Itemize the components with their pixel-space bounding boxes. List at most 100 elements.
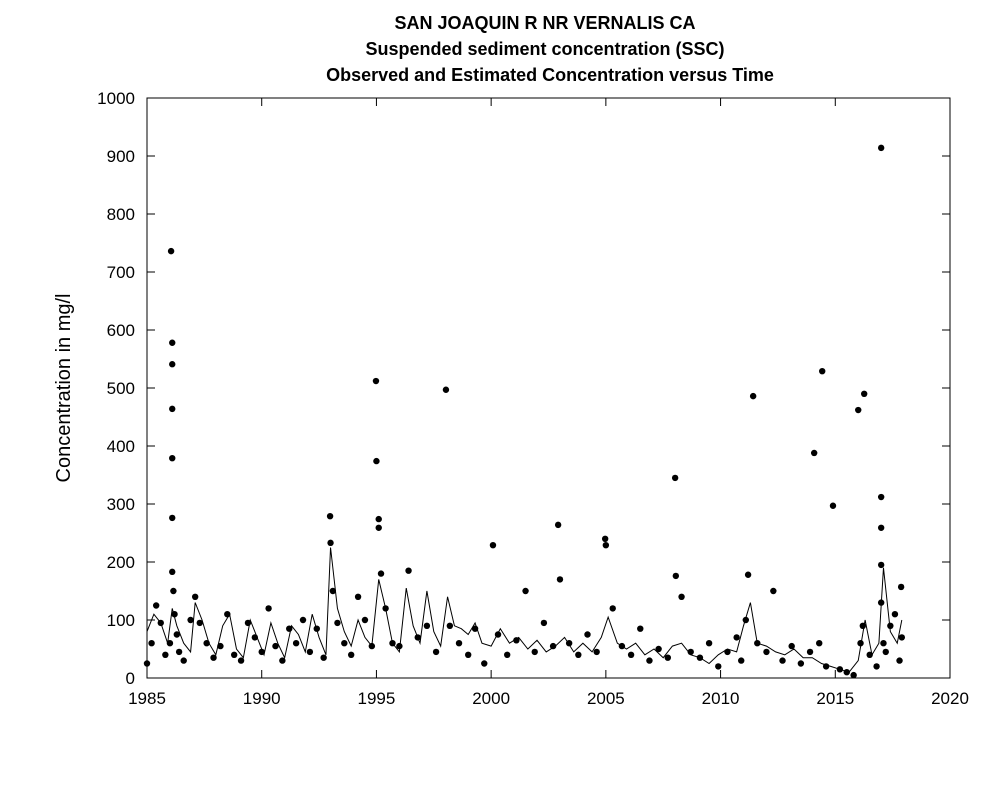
y-tick-label: 200 — [107, 553, 135, 572]
chart-subtitle: Observed and Estimated Concentration ver… — [326, 65, 774, 85]
observed-point — [877, 561, 885, 569]
observed-point — [347, 651, 355, 658]
observed-point — [279, 657, 286, 664]
x-tick-label: 2010 — [702, 689, 740, 708]
observed-point — [627, 651, 635, 658]
x-tick-label: 2005 — [587, 689, 625, 708]
observed-point — [593, 648, 600, 656]
observed-point — [857, 640, 864, 647]
observed-point — [169, 405, 176, 413]
x-tick-label: 1995 — [358, 689, 396, 708]
observed-point — [465, 651, 472, 658]
observed-point — [354, 593, 362, 600]
observed-point — [143, 660, 151, 667]
observed-point — [423, 622, 431, 629]
x-tick-label: 2000 — [472, 689, 510, 708]
observed-point — [880, 640, 887, 647]
observed-point — [265, 605, 272, 612]
y-tick-label: 300 — [107, 495, 135, 514]
observed-point — [196, 619, 203, 627]
y-tick-label: 1000 — [97, 89, 135, 108]
observed-point — [877, 524, 885, 531]
observed-point — [897, 583, 905, 591]
observed-point — [167, 247, 175, 255]
observed-point — [887, 622, 894, 629]
observed-point — [584, 631, 591, 638]
observed-point — [272, 642, 279, 650]
observed-point — [489, 541, 497, 549]
y-axis-label: Concentration in mg/l — [53, 294, 75, 483]
observed-point — [749, 392, 757, 400]
observed-point — [148, 640, 155, 647]
observed-point — [738, 657, 745, 664]
observed-point — [810, 449, 818, 457]
observed-point — [230, 651, 238, 658]
observed-point — [806, 648, 814, 656]
estimated-line — [146, 547, 903, 673]
observed-point — [372, 377, 380, 385]
observed-point — [556, 576, 564, 583]
observed-point — [575, 651, 582, 658]
observed-point — [788, 642, 795, 650]
observed-point — [850, 671, 857, 679]
observed-point — [733, 634, 740, 641]
observed-point — [299, 616, 307, 624]
observed-point — [898, 634, 906, 641]
observed-point — [162, 651, 169, 658]
observed-point — [169, 454, 176, 462]
observed-point — [877, 144, 885, 152]
observed-point — [237, 657, 245, 664]
chart-title: SAN JOAQUIN R NR VERNALIS CA — [394, 13, 695, 33]
y-tick-label: 800 — [107, 205, 135, 224]
observed-point — [320, 654, 327, 661]
observed-point — [744, 571, 752, 578]
observed-point — [169, 568, 176, 576]
x-tick-label: 2020 — [931, 689, 969, 708]
observed-point — [446, 622, 454, 629]
observed-point — [175, 648, 183, 656]
observed-point — [334, 619, 341, 627]
observed-point — [779, 657, 786, 664]
observed-point — [671, 474, 679, 482]
observed-point — [664, 654, 672, 661]
observed-point — [549, 642, 557, 650]
observed-point — [170, 587, 177, 595]
y-tick-label: 500 — [107, 379, 135, 398]
y-tick-label: 700 — [107, 263, 135, 282]
observed-point — [292, 640, 300, 647]
observed-point — [877, 493, 885, 501]
observed-point — [481, 660, 488, 667]
observed-point — [513, 637, 520, 644]
observed-point — [678, 593, 685, 600]
observed-point — [375, 524, 382, 531]
observed-point — [455, 640, 463, 647]
observed-point — [770, 587, 777, 595]
observed-point — [405, 567, 412, 574]
observed-point — [169, 339, 176, 346]
observed-point — [891, 611, 899, 618]
observed-point — [637, 625, 644, 632]
observed-point — [210, 654, 217, 661]
observed-point — [191, 593, 199, 600]
observed-point — [442, 386, 450, 393]
y-tick-label: 900 — [107, 147, 135, 166]
observed-point — [326, 512, 334, 520]
observed-point — [187, 616, 194, 624]
observed-point — [896, 657, 903, 664]
observed-point — [540, 619, 548, 627]
observed-point — [327, 539, 334, 547]
y-tick-label: 600 — [107, 321, 135, 340]
observed-point — [602, 541, 610, 549]
observed-point — [504, 651, 511, 658]
observed-point — [646, 657, 653, 664]
observed-point — [882, 648, 889, 656]
observed-point — [819, 367, 826, 375]
observed-point — [361, 616, 369, 624]
observed-point — [829, 502, 837, 509]
observed-point — [329, 587, 337, 595]
observed-point — [306, 648, 314, 656]
observed-point — [554, 521, 562, 529]
observed-point — [432, 648, 440, 656]
observed-point — [797, 660, 805, 667]
observed-point — [373, 457, 380, 465]
